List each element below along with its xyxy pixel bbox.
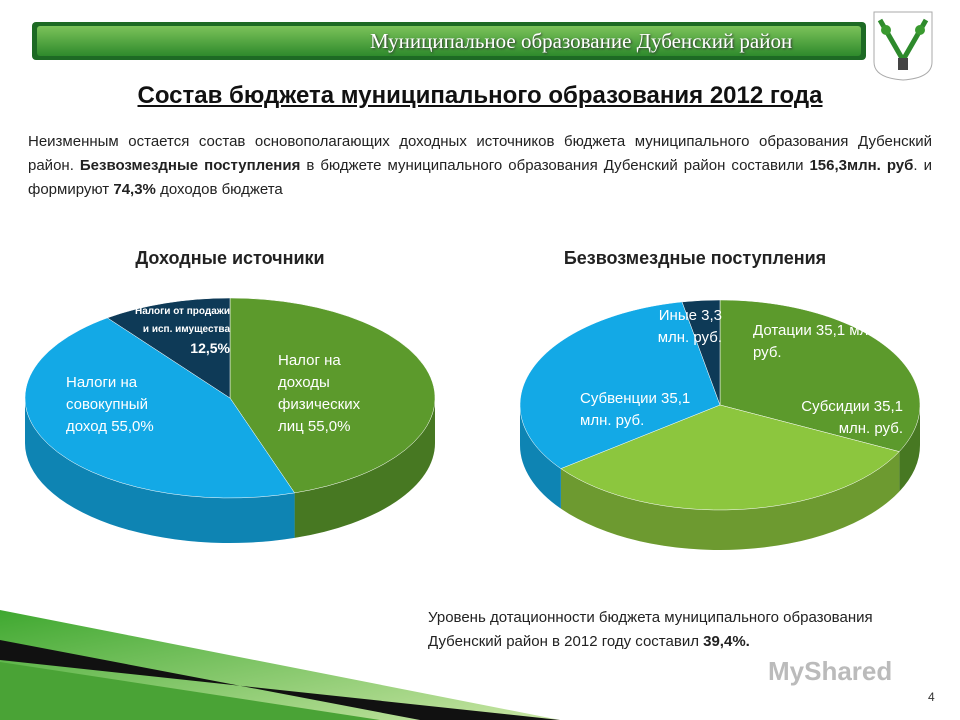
- pie-slice: [681, 299, 721, 406]
- slice-side-shade: [899, 405, 920, 492]
- slice-category: Субвенции: [580, 390, 657, 407]
- slice-value: 35,1 млн. руб.: [580, 390, 691, 429]
- text: доходов бюджета: [155, 181, 283, 198]
- chart-title: Безвозмездные поступления: [563, 248, 827, 268]
- pie-chart: [24, 297, 436, 543]
- slice-label: Налог на доходы физических лиц 55,0%: [278, 350, 388, 438]
- text-bold: 74,3%: [113, 181, 156, 198]
- text-bold: Безвозмездные поступления: [79, 157, 301, 174]
- slice-category: Налог на доходы физических лиц: [278, 352, 361, 435]
- slice-value: 35,1 млн. руб.: [753, 322, 881, 361]
- text-bold: 156,3млн. руб: [809, 157, 914, 174]
- pie-sides: [25, 398, 435, 543]
- pie-slice: [24, 317, 296, 499]
- slice-value: 55,0%: [307, 418, 351, 435]
- slice-category: Иные: [658, 307, 697, 324]
- page-number: 4: [928, 690, 935, 704]
- text: в бюджете муниципального образования Дуб…: [300, 157, 810, 174]
- pie-slice: [106, 297, 231, 399]
- slice-label: Субсидии 35,1 млн. руб.: [768, 396, 903, 440]
- pie-slice: [229, 297, 436, 494]
- slice-side: [899, 405, 920, 492]
- slice-side: [520, 405, 561, 509]
- corner-decoration: [0, 610, 560, 720]
- slice-category: Налоги на совокупный доход: [66, 374, 148, 435]
- slice-category: Дотации: [753, 322, 812, 339]
- slice-label: Налоги от продажи и исп. имущества 12,5%: [128, 303, 230, 360]
- slice-side: [294, 398, 435, 538]
- slice-side-shade: [294, 398, 435, 538]
- text: Уровень дотационности бюджета муниципаль…: [428, 609, 873, 650]
- banner-text: Муниципальное образование Дубенский райо…: [370, 29, 793, 53]
- pie-slices: [519, 299, 921, 511]
- slice-category: Субсидии: [801, 398, 870, 415]
- text-bold: 39,4%.: [703, 633, 750, 650]
- chart-title: Доходные источники: [135, 248, 325, 268]
- text: Неизменным остается состав основополагаю…: [28, 133, 932, 174]
- text: . и формируют: [28, 157, 932, 198]
- pie-slices: [24, 297, 436, 499]
- slice-label: Налоги на совокупный доход 55,0%: [66, 372, 186, 438]
- slice-side-shade: [520, 405, 561, 509]
- slice-side-shade: [25, 398, 295, 543]
- slice-value: 3,3 млн. руб.: [657, 307, 722, 346]
- slice-label: Субвенции 35,1 млн. руб.: [580, 388, 710, 432]
- slice-side: [560, 451, 900, 550]
- slice-value: 35,1 млн. руб.: [838, 398, 903, 437]
- slice-side-shade: [560, 451, 900, 550]
- pie-slice: [519, 301, 721, 469]
- watermark: MyShared: [768, 656, 893, 686]
- pie-slice: [560, 404, 900, 511]
- emblem: [873, 11, 933, 81]
- note: Уровень дотационности бюджета муниципаль…: [428, 606, 948, 654]
- banner: [37, 26, 861, 56]
- slice-label: Дотации 35,1 млн. руб.: [753, 320, 883, 364]
- intro-text: Неизменным остается состав основополагаю…: [28, 130, 932, 202]
- slice-label: Иные 3,3 млн. руб.: [640, 305, 722, 349]
- pie-slice: [719, 299, 921, 452]
- slice-side: [25, 398, 295, 543]
- slice-value: 12,5%: [190, 340, 230, 356]
- pie-chart: [519, 299, 921, 550]
- pie-sides: [520, 405, 920, 550]
- slide-title: Состав бюджета муниципального образовани…: [137, 82, 823, 109]
- slice-value: 55,0%: [111, 418, 154, 435]
- slice-category: Налоги от продажи и исп. имущества: [134, 306, 230, 335]
